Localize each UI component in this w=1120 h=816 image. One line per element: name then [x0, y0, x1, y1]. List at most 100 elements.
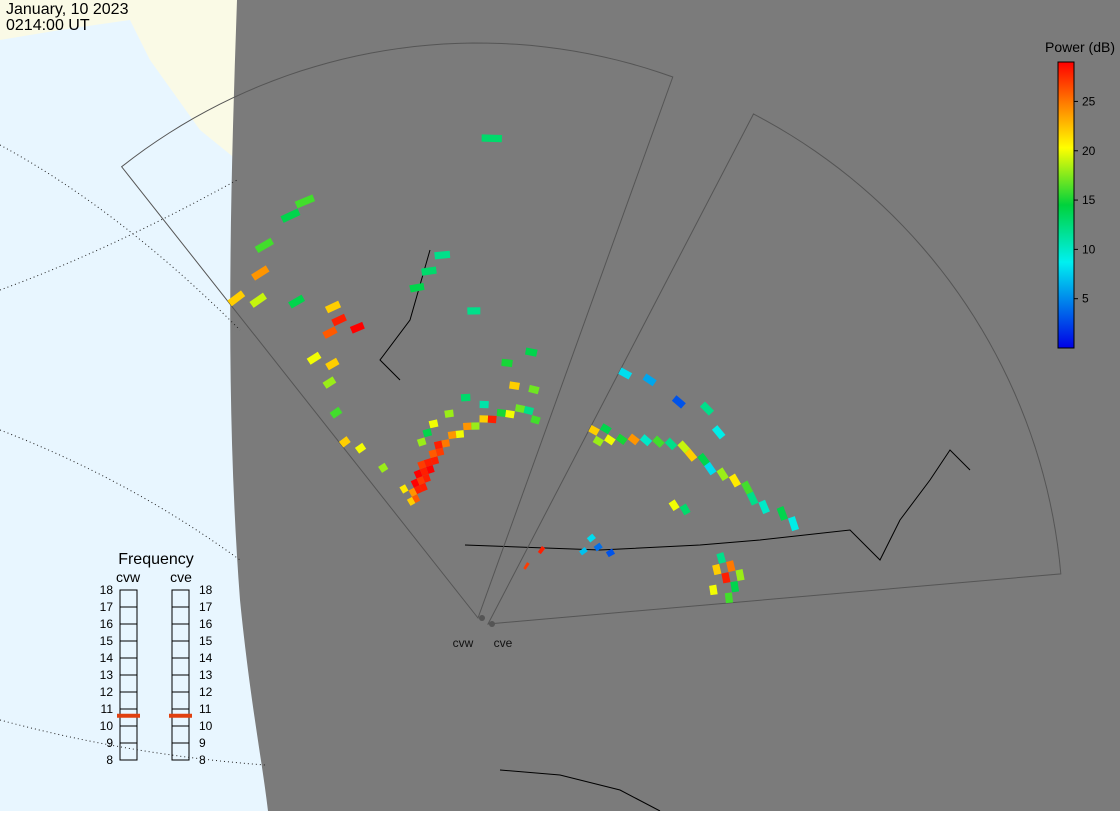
radar-cell	[481, 134, 503, 143]
frequency-tick-label: 17	[100, 600, 114, 614]
radar-cell	[410, 478, 420, 488]
frequency-radar: cve	[170, 569, 192, 585]
radar-cell	[787, 516, 800, 532]
radar-cell	[455, 430, 465, 439]
radar-cell	[730, 580, 740, 593]
frequency-tick-label: 12	[199, 685, 213, 699]
radar-cell	[322, 376, 337, 389]
border	[499, 769, 661, 812]
radar-cell	[306, 351, 322, 365]
radar-cell	[479, 415, 489, 423]
radar-cell	[378, 462, 389, 473]
radar-cell	[460, 393, 471, 402]
radar-cell	[254, 237, 274, 253]
radar-cell	[593, 542, 603, 552]
radar-cell	[422, 428, 433, 438]
radar-cell	[417, 460, 427, 470]
radar-cell	[776, 506, 788, 521]
radar-cell	[487, 415, 497, 424]
frequency-tick-label: 11	[199, 702, 212, 716]
frequency-tick-label: 16	[199, 617, 213, 631]
fan-outline	[120, 42, 674, 620]
radar-cell	[523, 562, 530, 570]
radar-cell	[406, 496, 416, 506]
radar-cell	[604, 434, 616, 446]
radar-cell	[428, 449, 438, 459]
radar-cell	[413, 485, 423, 495]
colorbar-tick-label: 20	[1082, 144, 1096, 158]
frequency-panel: 8 9 10 11 12 13 14 15 16 17 18 8 9 10 11 12 13 14 15 16 17 18	[100, 583, 213, 767]
fan-outline	[487, 113, 1062, 625]
radar-cell	[523, 405, 535, 416]
radar-site-label: cve	[494, 636, 513, 650]
radar-cell	[599, 423, 612, 435]
radar-cell	[586, 533, 596, 543]
frequency-tick-label: 12	[100, 685, 114, 699]
radar-cell	[618, 367, 633, 380]
radar-cell	[444, 409, 454, 418]
night-region	[230, 0, 1120, 811]
radar-cell	[712, 563, 722, 576]
radar-cell	[430, 456, 440, 465]
radar-cell	[354, 442, 367, 454]
radar-cell	[416, 476, 426, 486]
radar-cell	[671, 395, 686, 409]
radar-cell	[428, 419, 439, 429]
radar-site-label: cvw	[453, 636, 474, 650]
radar-cell	[479, 400, 489, 409]
radar-cell	[423, 458, 433, 468]
frequency-tick-label: 13	[100, 668, 114, 682]
radar-cell	[324, 300, 342, 314]
radar-cell	[726, 560, 736, 573]
radar-cell	[251, 265, 270, 281]
radar-cell	[505, 409, 515, 419]
radar-cell	[441, 439, 451, 448]
frequency-tick-label: 15	[199, 634, 213, 648]
radar-cell	[409, 282, 425, 293]
radar-cell	[721, 572, 731, 584]
frequency-tick-label: 8	[199, 753, 206, 767]
colorbar-tick-label: 25	[1082, 94, 1096, 108]
radar-cell	[735, 569, 745, 581]
radar-cell	[288, 294, 306, 309]
radar-cell	[530, 415, 541, 425]
radar-cell	[642, 373, 657, 387]
radar-cell	[746, 491, 759, 506]
radar-cell	[579, 546, 588, 556]
frequency-tick-label: 9	[199, 736, 206, 750]
frequency-tick-label: 15	[100, 634, 114, 648]
radar-cell	[716, 467, 729, 482]
frequency-radar: cvw	[116, 569, 141, 585]
frequency-tick-label: 11	[101, 702, 114, 716]
colorbar-title: Power (dB)	[1045, 39, 1115, 55]
radar-cell	[435, 447, 445, 457]
frequency-tick-label: 14	[199, 651, 213, 665]
radar-cell	[227, 290, 246, 307]
radar-site	[489, 621, 495, 627]
radar-cell	[501, 358, 513, 368]
radar-cell	[325, 357, 340, 371]
radar-site	[479, 615, 485, 621]
radar-cell	[411, 494, 421, 504]
radar-cell	[588, 424, 600, 436]
colorbar: 5 10 15 20 25	[1057, 61, 1096, 349]
radar-cell	[280, 208, 301, 223]
radar-cell	[331, 313, 347, 327]
land	[0, 0, 237, 160]
radar-cell	[537, 546, 546, 555]
radar-cell	[652, 435, 665, 448]
radar-cell	[716, 552, 727, 564]
radar-cell	[711, 425, 726, 440]
border	[464, 449, 971, 561]
radar-cell	[294, 194, 316, 209]
radar-cell	[615, 433, 628, 445]
time: 0214:00 UT	[6, 17, 90, 34]
frequency-tick-label: 18	[199, 583, 213, 597]
radar-cell	[249, 292, 267, 308]
radar-cell	[399, 484, 409, 494]
colorbar-tick-label: 10	[1082, 242, 1096, 256]
colorbar-tick-label: 15	[1082, 193, 1096, 207]
frequency-tick-label: 9	[106, 736, 113, 750]
radar-cell	[605, 548, 616, 558]
